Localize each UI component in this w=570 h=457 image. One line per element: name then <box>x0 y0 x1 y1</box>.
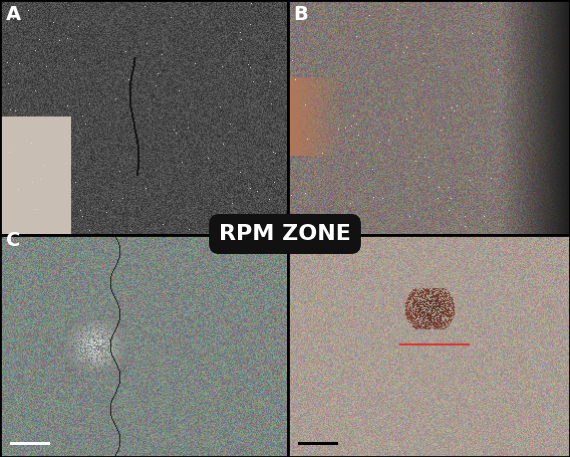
Text: A: A <box>6 5 21 24</box>
Text: C: C <box>6 231 20 250</box>
Text: B: B <box>294 5 308 24</box>
Text: D: D <box>294 231 310 250</box>
Text: RPM ZONE: RPM ZONE <box>219 224 351 244</box>
